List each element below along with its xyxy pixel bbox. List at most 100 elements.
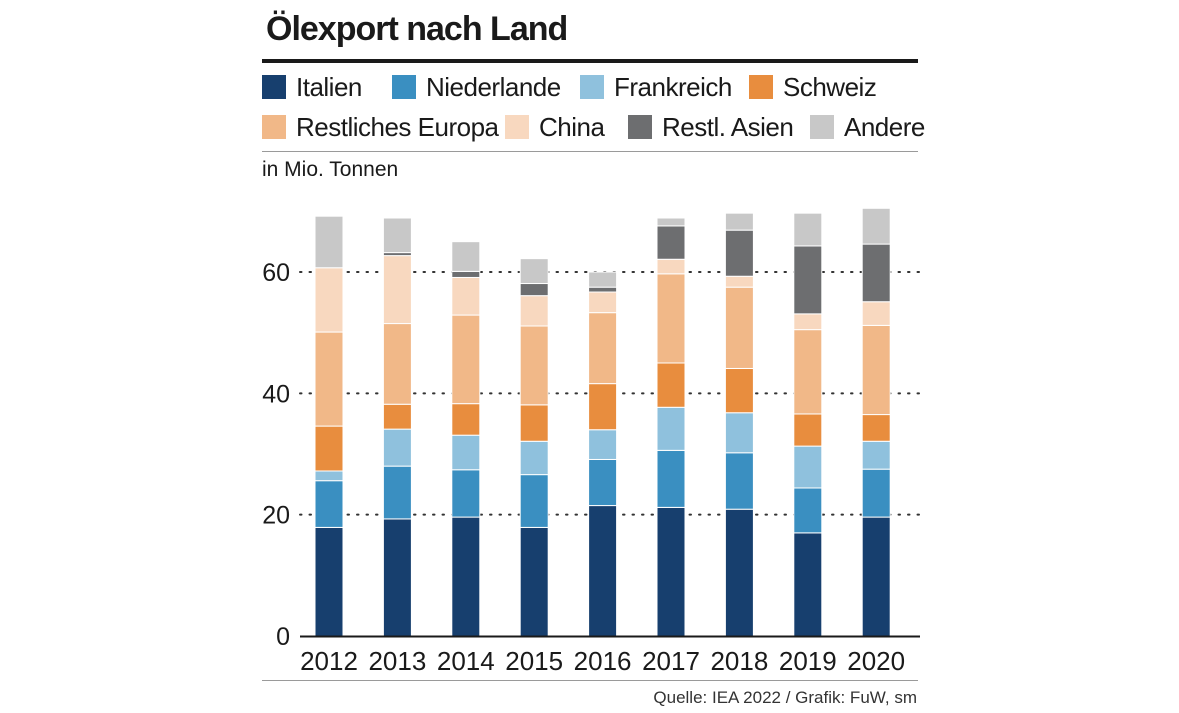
bar-segment-china-2013 bbox=[382, 255, 412, 325]
bar-segment-andere-2019 bbox=[793, 212, 823, 247]
bar-segment-restl-asien-2019 bbox=[793, 245, 823, 315]
bar-segment-italien-2018 bbox=[724, 508, 754, 637]
legend-label: Andere bbox=[844, 111, 925, 142]
legend-item-china: China bbox=[505, 111, 605, 142]
unit-label: in Mio. Tonnen bbox=[262, 158, 399, 181]
bar-segment-schweiz-2018 bbox=[724, 367, 754, 414]
bar-segment-andere-2013 bbox=[382, 217, 412, 254]
x-tick-label: 2017 bbox=[642, 646, 700, 676]
bar-segment-frankreich-2017 bbox=[656, 406, 686, 451]
bar-segment-restliches-europa-2016 bbox=[588, 312, 618, 385]
legend-swatch bbox=[628, 115, 652, 139]
bar-segment-restliches-europa-2014 bbox=[451, 314, 481, 405]
legend-label: Restliches Europa bbox=[296, 111, 499, 142]
legend-label: China bbox=[539, 111, 605, 142]
bar-segment-italien-2016 bbox=[588, 505, 618, 637]
bar-segment-andere-2018 bbox=[724, 212, 754, 231]
bar-segment-schweiz-2015 bbox=[519, 404, 549, 442]
y-tick-label: 60 bbox=[262, 259, 290, 287]
legend-swatch bbox=[262, 115, 286, 139]
bar-segment-niederlande-2017 bbox=[656, 449, 686, 508]
bar-segment-italien-2017 bbox=[656, 506, 686, 637]
x-tick-label: 2019 bbox=[779, 646, 837, 676]
x-tick-label: 2020 bbox=[847, 646, 905, 676]
bar-segment-restl-asien-2015 bbox=[519, 283, 549, 297]
legend-label: Schweiz bbox=[783, 71, 877, 102]
bar-segment-andere-2012 bbox=[314, 215, 344, 269]
bar-segment-restliches-europa-2012 bbox=[314, 331, 344, 427]
legend-item-niederlande: Niederlande bbox=[392, 72, 561, 102]
bar-segment-restliches-europa-2013 bbox=[382, 323, 412, 405]
y-tick-label: 0 bbox=[276, 623, 290, 651]
bar-segment-frankreich-2015 bbox=[519, 440, 549, 476]
legend-swatch bbox=[505, 115, 529, 139]
bar-segment-niederlande-2016 bbox=[588, 458, 618, 507]
y-tick-label: 40 bbox=[262, 380, 290, 408]
bar-segment-niederlande-2018 bbox=[724, 452, 754, 510]
bar-segment-schweiz-2017 bbox=[656, 362, 686, 408]
x-tick-label: 2018 bbox=[710, 646, 768, 676]
x-tick-label: 2014 bbox=[437, 646, 495, 676]
bar-segment-restl-asien-2020 bbox=[861, 243, 891, 303]
legend-item-restliches-europa: Restliches Europa bbox=[262, 112, 499, 142]
bar-segment-schweiz-2013 bbox=[382, 403, 412, 430]
bar-segment-china-2020 bbox=[861, 301, 891, 326]
bottom-rule bbox=[262, 680, 918, 681]
source-note: Quelle: IEA 2022 / Grafik: FuW, sm bbox=[653, 688, 917, 707]
bar-segment-restl-asien-2018 bbox=[724, 229, 754, 277]
legend-item-schweiz: Schweiz bbox=[749, 71, 877, 102]
bar-segment-italien-2013 bbox=[382, 518, 412, 637]
bar-segment-restliches-europa-2017 bbox=[656, 273, 686, 364]
bar-segment-china-2014 bbox=[451, 276, 481, 316]
legend-item-andere: Andere bbox=[810, 112, 925, 142]
bar-segment-niederlande-2012 bbox=[314, 480, 344, 528]
bar-segment-restliches-europa-2019 bbox=[793, 329, 823, 415]
bar-segment-china-2019 bbox=[793, 313, 823, 331]
bar-segment-restl-asien-2014 bbox=[451, 270, 481, 278]
bar-segment-niederlande-2019 bbox=[793, 487, 823, 534]
legend-item-frankreich: Frankreich bbox=[580, 72, 732, 102]
x-tick-label: 2013 bbox=[368, 646, 426, 676]
legend-swatch bbox=[810, 115, 834, 139]
bar-segment-italien-2019 bbox=[793, 532, 823, 637]
x-tick-label: 2016 bbox=[574, 646, 632, 676]
bar-segment-italien-2012 bbox=[314, 526, 344, 637]
legend-swatch bbox=[262, 75, 286, 99]
bar-segment-niederlande-2013 bbox=[382, 465, 412, 520]
legend-item-restl-asien: Restl. Asien bbox=[628, 112, 794, 142]
bar-segment-restl-asien-2016 bbox=[588, 286, 618, 293]
bar-segment-frankreich-2013 bbox=[382, 428, 412, 467]
bar-segment-china-2016 bbox=[588, 291, 618, 314]
bar-segment-restliches-europa-2015 bbox=[519, 325, 549, 406]
legend-label: Niederlande bbox=[426, 71, 561, 102]
bar-segment-frankreich-2016 bbox=[588, 429, 618, 460]
bar-segment-china-2018 bbox=[724, 275, 754, 288]
legend-label: Italien bbox=[296, 71, 362, 102]
bar-segment-frankreich-2014 bbox=[451, 434, 481, 471]
y-tick-label: 20 bbox=[262, 502, 290, 530]
bar-segment-frankreich-2018 bbox=[724, 412, 754, 454]
bar-segment-china-2017 bbox=[656, 258, 686, 275]
bar-segment-niederlande-2020 bbox=[861, 468, 891, 518]
bar-segment-restliches-europa-2018 bbox=[724, 286, 754, 369]
bar-segment-italien-2014 bbox=[451, 516, 481, 637]
legend-swatch bbox=[392, 75, 416, 99]
bar-segment-niederlande-2015 bbox=[519, 474, 549, 528]
bar-segment-niederlande-2014 bbox=[451, 469, 481, 518]
bar-segment-schweiz-2019 bbox=[793, 413, 823, 447]
bar-segment-andere-2020 bbox=[861, 207, 891, 245]
bar-segment-frankreich-2019 bbox=[793, 445, 823, 489]
bar-segment-andere-2016 bbox=[588, 271, 618, 288]
bar-segment-restl-asien-2017 bbox=[656, 225, 686, 260]
legend-rule bbox=[262, 151, 918, 152]
bar-segment-schweiz-2012 bbox=[314, 425, 344, 472]
bar-segment-frankreich-2020 bbox=[861, 440, 891, 470]
bar-segment-andere-2017 bbox=[656, 217, 686, 227]
bar-segment-schweiz-2016 bbox=[588, 383, 618, 431]
bar-segment-italien-2015 bbox=[519, 526, 549, 637]
bar-segment-restliches-europa-2020 bbox=[861, 324, 891, 416]
x-tick-label: 2015 bbox=[505, 646, 563, 676]
bar-segment-schweiz-2014 bbox=[451, 403, 481, 436]
bar-segment-italien-2020 bbox=[861, 516, 891, 637]
